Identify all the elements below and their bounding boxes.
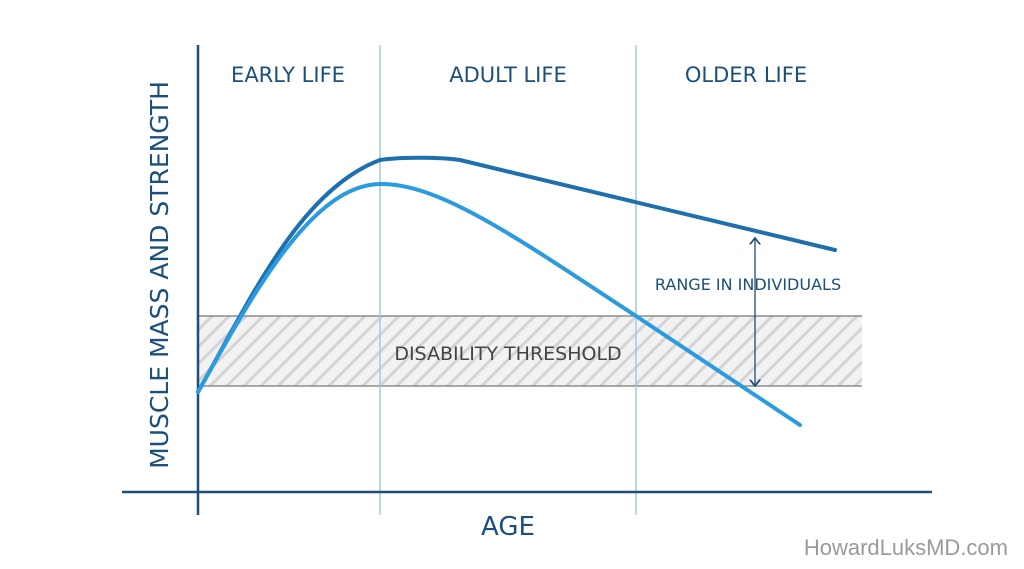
section-label: EARLY LIFE — [231, 63, 345, 87]
section-label: ADULT LIFE — [449, 63, 566, 87]
threshold-label: DISABILITY THRESHOLD — [394, 343, 621, 365]
range-label: RANGE IN INDIVIDUALS — [655, 275, 841, 294]
x-axis-label: AGE — [481, 512, 535, 542]
section-label: OLDER LIFE — [685, 63, 807, 87]
watermark: HowardLuksMD.com — [804, 535, 1008, 560]
lower-curve — [196, 181, 802, 427]
y-axis-label: MUSCLE MASS AND STRENGTH — [145, 81, 174, 469]
